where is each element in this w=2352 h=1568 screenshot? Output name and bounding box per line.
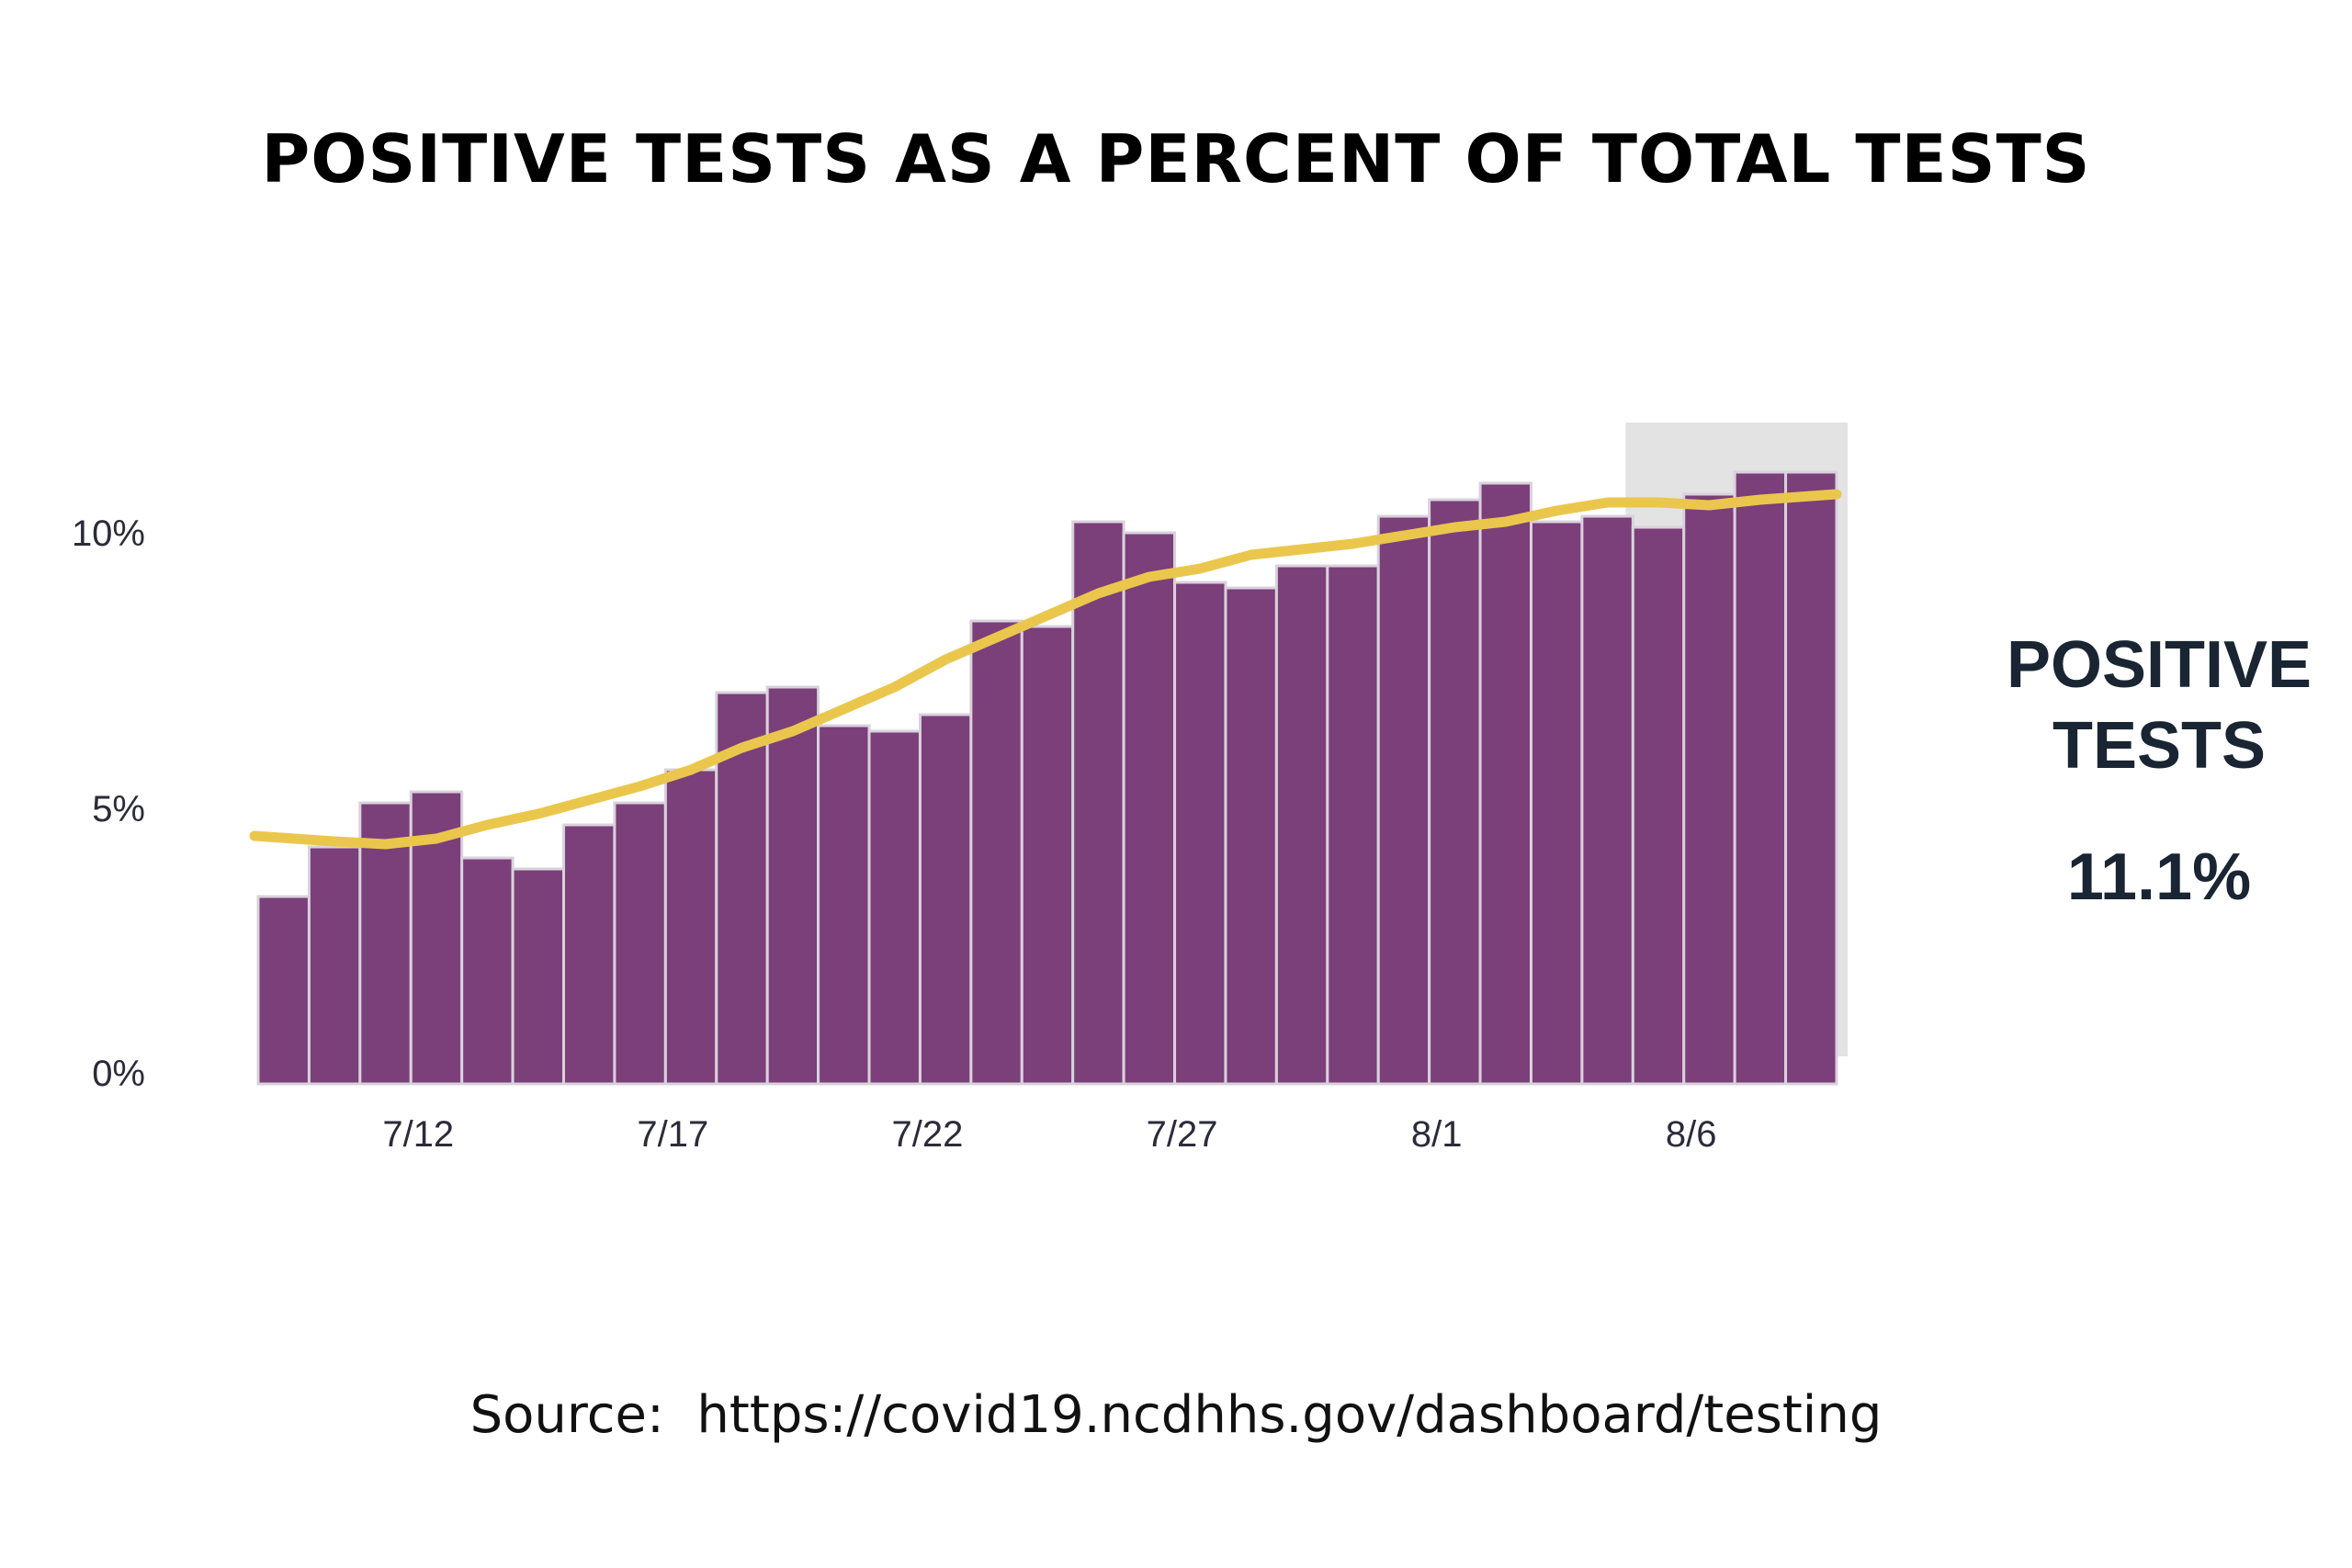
rolling-average-series [249,489,1842,850]
chart-title: POSITIVE TESTS AS A PERCENT OF TOTAL TES… [261,120,2091,197]
x-tick-label: 7/27 [1147,1114,1218,1155]
bar [1478,481,1532,1086]
bar [511,867,566,1086]
bar [1071,520,1125,1086]
bar [1122,531,1177,1086]
bar [256,895,311,1086]
bar [1020,625,1075,1086]
y-tick-label: 0% [92,1054,145,1094]
x-tick-label: 7/12 [382,1114,454,1155]
bar [1376,514,1431,1086]
bar [817,724,871,1086]
bar [1326,564,1380,1086]
bar [765,685,820,1086]
summary-value: 11.1% [2066,840,2252,914]
y-axis: 0% 5% 10% [72,513,145,1094]
source-citation: Source: https://covid19.ncdhhs.gov/dashb… [469,1385,1883,1445]
bar [1428,498,1482,1086]
bar [1173,581,1227,1086]
bar [1631,525,1686,1086]
bar [460,856,514,1086]
rolling-average-line [249,489,1842,850]
bar [1580,514,1634,1086]
summary-panel: POSITIVE TESTS 11.1% [1957,625,2352,915]
bar-series [256,470,1838,1086]
x-axis: 7/12 7/17 7/22 7/27 8/1 8/6 [382,1114,1716,1155]
bar [867,729,922,1086]
bar [1274,564,1329,1086]
bar [307,845,362,1086]
bar [969,619,1023,1086]
y-tick-label: 5% [92,789,145,829]
bar [1529,520,1584,1086]
x-tick-label: 7/17 [637,1114,708,1155]
bar [1224,586,1278,1086]
bar [918,713,973,1086]
x-tick-label: 8/1 [1411,1114,1463,1155]
bar [1682,492,1736,1086]
summary-label: POSITIVE TESTS [2006,628,2312,783]
x-tick-label: 8/6 [1666,1114,1717,1155]
bar [663,768,718,1086]
y-tick-label: 10% [72,513,145,554]
bar [562,823,616,1086]
x-tick-label: 7/22 [892,1114,964,1155]
bar [613,801,667,1086]
bar [1733,470,1788,1086]
bar [1784,470,1838,1086]
